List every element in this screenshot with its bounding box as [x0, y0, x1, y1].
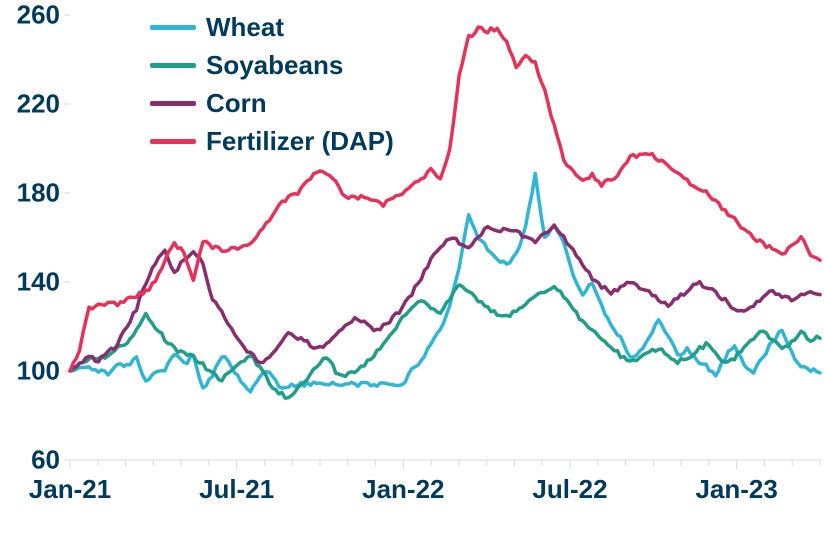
- legend: Wheat Soyabeans Corn Fertilizer (DAP): [150, 8, 394, 160]
- legend-swatch-corn: [150, 101, 196, 106]
- legend-swatch-fertilizer: [150, 139, 196, 144]
- legend-label-wheat: Wheat: [206, 12, 284, 43]
- legend-item-corn: Corn: [150, 84, 394, 122]
- x-tick-label: Jan-21: [29, 474, 111, 505]
- legend-item-wheat: Wheat: [150, 8, 394, 46]
- legend-swatch-wheat: [150, 25, 196, 30]
- legend-label-fertilizer: Fertilizer (DAP): [206, 126, 394, 157]
- legend-swatch-soyabeans: [150, 63, 196, 68]
- chart-plot-svg: [0, 0, 824, 534]
- y-tick-label: 60: [31, 445, 60, 476]
- legend-label-corn: Corn: [206, 88, 267, 119]
- y-tick-label: 180: [17, 178, 60, 209]
- y-tick-label: 220: [17, 89, 60, 120]
- series-corn: [70, 225, 820, 371]
- legend-item-fertilizer: Fertilizer (DAP): [150, 122, 394, 160]
- x-tick-label: Jan-22: [362, 474, 444, 505]
- series-wheat: [70, 173, 820, 392]
- legend-label-soyabeans: Soyabeans: [206, 50, 343, 81]
- x-tick-label: Jul-21: [199, 474, 274, 505]
- x-tick-label: Jul-22: [532, 474, 607, 505]
- legend-item-soyabeans: Soyabeans: [150, 46, 394, 84]
- y-tick-label: 140: [17, 267, 60, 298]
- commodity-index-chart: 60 100 140 180 220 260 Jan-21 Jul-21 Jan-22 Jul-…: [0, 0, 824, 534]
- x-tick-label: Jan-23: [695, 474, 777, 505]
- series-soyabeans: [70, 285, 820, 398]
- y-tick-label: 100: [17, 356, 60, 387]
- y-tick-label: 260: [17, 0, 60, 31]
